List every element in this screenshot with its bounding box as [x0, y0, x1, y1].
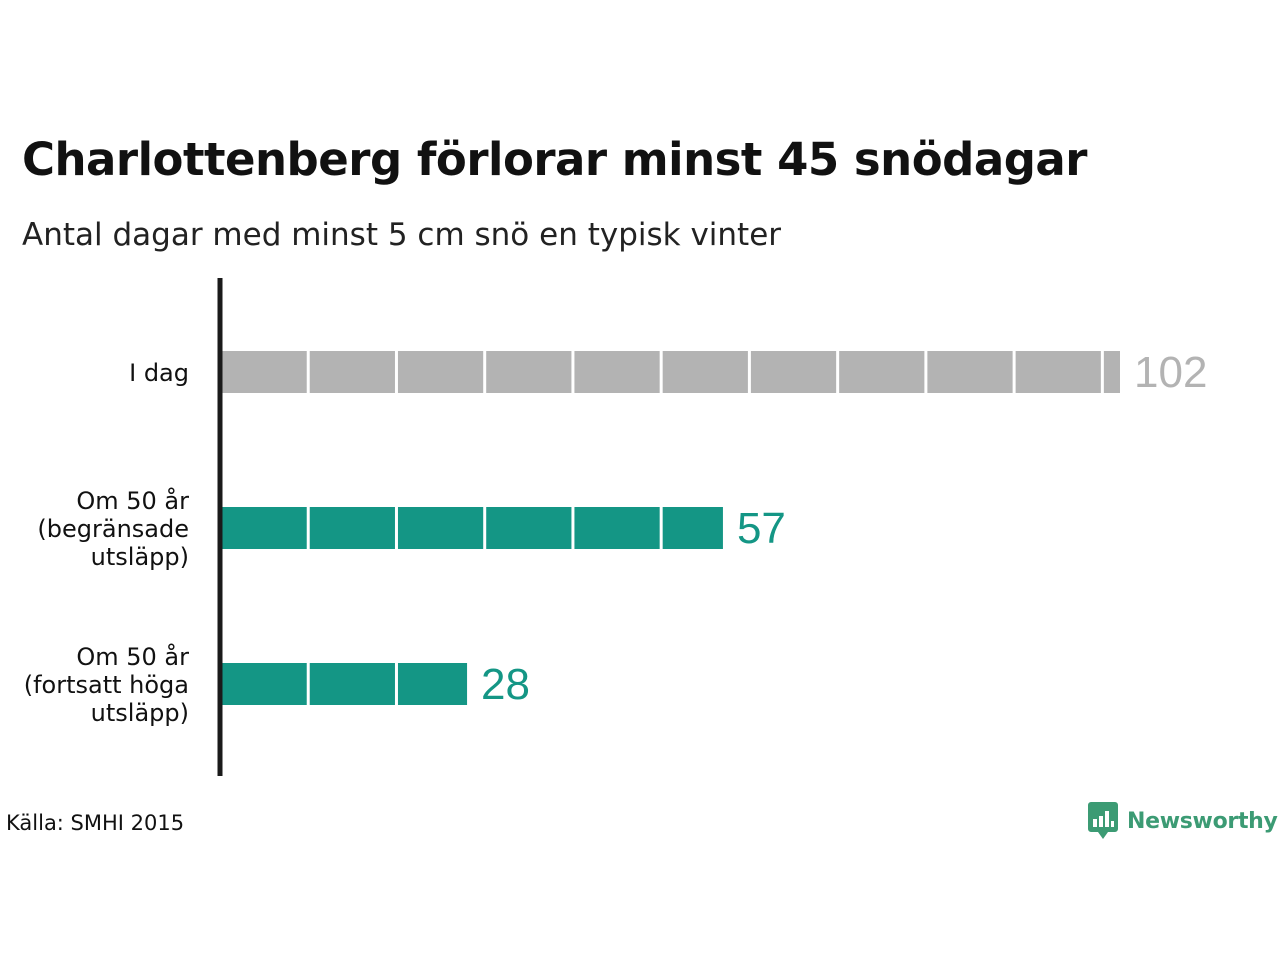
category-label-line: I dag [129, 359, 189, 387]
chart-subtitle: Antal dagar med minst 5 cm snö en typisk… [22, 217, 782, 253]
bar [220, 663, 468, 705]
category-label-line: utsläpp) [91, 699, 189, 727]
category-label-line: Om 50 år [76, 486, 189, 515]
value-label: 102 [1134, 348, 1207, 397]
category-label-line: utsläpp) [91, 543, 189, 571]
bar-chart-speech-bubble-icon [1088, 802, 1118, 839]
category-label: Om 50 år (begränsade utsläpp) [37, 486, 189, 571]
category-label-line: (begränsade [37, 515, 189, 543]
bar [220, 351, 1120, 393]
source-note: Källa: SMHI 2015 [6, 811, 185, 835]
category-label-line: (fortsatt höga [24, 671, 189, 699]
category-label: Om 50 år (fortsatt höga utsläpp) [24, 642, 189, 727]
chart-title: Charlottenberg förlorar minst 45 snödaga… [22, 133, 1087, 186]
brand-logo: Newsworthy [1088, 802, 1278, 840]
brand-name: Newsworthy [1127, 808, 1278, 834]
value-label: 28 [481, 660, 530, 709]
category-label-line: Om 50 år [76, 642, 189, 671]
bar [220, 507, 723, 549]
category-label: I dag [129, 359, 189, 387]
value-label: 57 [737, 504, 786, 553]
